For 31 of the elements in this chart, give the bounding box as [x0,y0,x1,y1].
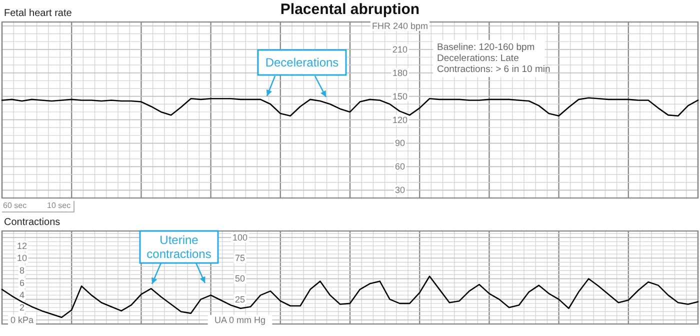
y-tick-label: 75 [234,253,246,264]
y-tick-label: 60 [394,162,406,172]
y-tick-label: 180 [392,68,408,78]
line-series [1,276,699,318]
y-tick-label: UA 0 mm Hg [214,314,266,325]
y-tick-label: 150 [392,91,408,102]
y-tick-label: FHR 240 bpm [372,20,428,31]
y-tick-label: 50 [234,274,246,284]
chart-title: Contractions [4,217,60,228]
y2-tick-label: 0 kPa [10,314,34,325]
annotation: Decelerations [265,56,339,70]
y2-tick-label: 12 [16,240,28,251]
text: 10 sec [47,201,71,210]
y2-tick-label: 2 [19,302,25,313]
y2-tick-label: 8 [19,265,25,276]
y2-tick-label: 10 [16,253,28,264]
y-tick-label: 100 [232,232,248,243]
text: 60 sec [3,201,27,210]
annotation: Baseline: 120-160 bpm [437,42,535,53]
chart-title: Placental abruption [280,1,420,18]
y-tick-label: 25 [234,294,246,304]
y-tick-label: 120 [392,114,408,125]
annotation: Decelerations: Late [437,53,519,64]
y-tick-label: 210 [392,44,408,54]
annotation: Contractions: > 6 in 10 min [437,64,550,75]
annotation: Uterine contractions [146,233,212,261]
y2-tick-label: 6 [19,278,25,288]
y-axis-title: Fetal heart rate [4,8,72,19]
y-tick-label: 30 [394,185,406,196]
y2-tick-label: 4 [19,290,25,300]
y-tick-label: 90 [394,138,406,148]
